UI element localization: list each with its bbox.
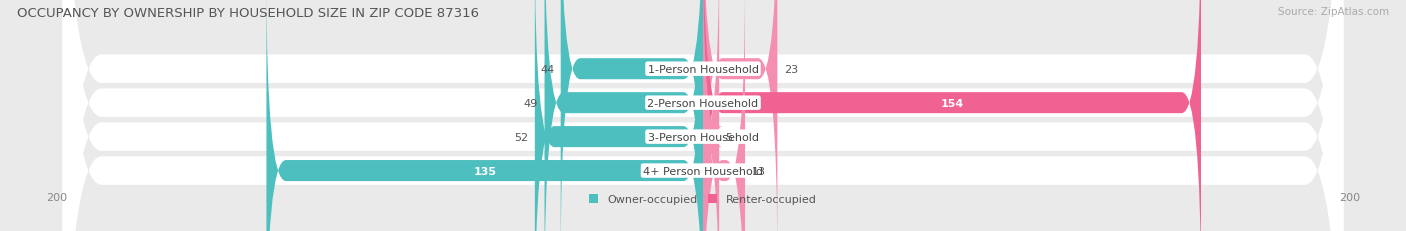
Text: 2-Person Household: 2-Person Household bbox=[647, 98, 759, 108]
Text: 44: 44 bbox=[540, 64, 554, 74]
Text: OCCUPANCY BY OWNERSHIP BY HOUSEHOLD SIZE IN ZIP CODE 87316: OCCUPANCY BY OWNERSHIP BY HOUSEHOLD SIZE… bbox=[17, 7, 479, 20]
Text: 52: 52 bbox=[515, 132, 529, 142]
FancyBboxPatch shape bbox=[63, 0, 1343, 231]
Text: 5: 5 bbox=[725, 132, 733, 142]
Text: 23: 23 bbox=[785, 64, 799, 74]
Legend: Owner-occupied, Renter-occupied: Owner-occupied, Renter-occupied bbox=[585, 190, 821, 209]
FancyBboxPatch shape bbox=[703, 0, 778, 231]
Text: 1-Person Household: 1-Person Household bbox=[648, 64, 758, 74]
Text: 49: 49 bbox=[524, 98, 538, 108]
FancyBboxPatch shape bbox=[534, 0, 703, 231]
FancyBboxPatch shape bbox=[703, 0, 745, 231]
FancyBboxPatch shape bbox=[267, 0, 703, 231]
FancyBboxPatch shape bbox=[63, 0, 1343, 231]
Text: 135: 135 bbox=[474, 166, 496, 176]
Text: 154: 154 bbox=[941, 98, 963, 108]
FancyBboxPatch shape bbox=[544, 0, 703, 231]
FancyBboxPatch shape bbox=[703, 0, 1201, 231]
FancyBboxPatch shape bbox=[63, 0, 1343, 231]
FancyBboxPatch shape bbox=[63, 0, 1343, 231]
Text: 3-Person Household: 3-Person Household bbox=[648, 132, 758, 142]
FancyBboxPatch shape bbox=[561, 0, 703, 231]
Text: 4+ Person Household: 4+ Person Household bbox=[643, 166, 763, 176]
Text: Source: ZipAtlas.com: Source: ZipAtlas.com bbox=[1278, 7, 1389, 17]
FancyBboxPatch shape bbox=[700, 0, 723, 231]
Text: 13: 13 bbox=[751, 166, 765, 176]
